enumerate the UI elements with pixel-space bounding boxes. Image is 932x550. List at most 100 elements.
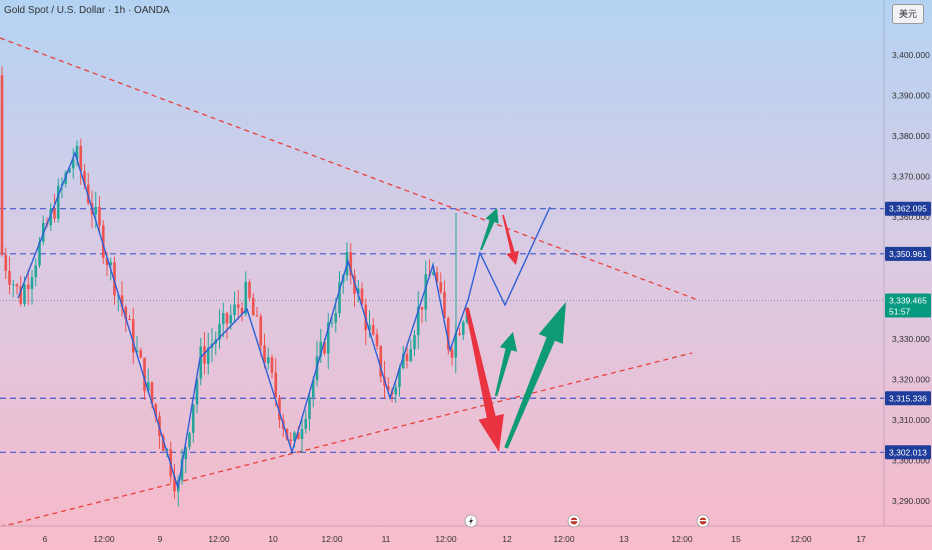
candle-body: [296, 432, 300, 439]
x-tick-label: 12: [502, 534, 512, 544]
candle-body: [394, 387, 398, 395]
x-tick-label: 12:00: [93, 534, 115, 544]
x-tick-label: 15: [731, 534, 741, 544]
y-tick-label: 3,310.000: [892, 415, 930, 425]
candle-body: [128, 318, 131, 320]
candle-body: [23, 284, 26, 304]
candle-body: [330, 322, 334, 324]
price-level-label: 3,350.961: [889, 249, 927, 259]
arrow-up-large: [504, 302, 566, 449]
candle-body: [450, 349, 454, 358]
candle-body: [233, 304, 236, 316]
candle-body: [240, 307, 244, 314]
candle-body: [251, 297, 255, 316]
x-tick-label: 13: [619, 534, 629, 544]
candle-body: [229, 315, 233, 324]
currency-button[interactable]: 美元: [892, 4, 924, 24]
x-tick-label: 6: [43, 534, 48, 544]
y-tick-label: 3,390.000: [892, 91, 930, 101]
candle-body: [326, 322, 330, 354]
candle-body: [431, 272, 435, 275]
x-tick-label: 10: [268, 534, 278, 544]
candle-body: [19, 286, 23, 304]
candle-body: [180, 459, 184, 481]
candle-body: [248, 282, 251, 298]
candle-body: [109, 262, 113, 265]
candle-body: [135, 350, 139, 353]
y-tick-label: 3,370.000: [892, 172, 930, 182]
candle-body: [191, 404, 195, 433]
flag-stripe: [570, 520, 578, 522]
candle-body: [154, 404, 158, 417]
candle-body: [300, 428, 304, 439]
candle-body: [334, 313, 338, 323]
price-level-label: 3,362.095: [889, 204, 927, 214]
candle-body: [26, 284, 30, 290]
candle-body: [311, 380, 315, 398]
candle-body: [443, 291, 446, 319]
lower-trend-line: [0, 352, 693, 528]
candle-body: [308, 397, 311, 419]
candle-body: [338, 282, 341, 314]
candle-body: [221, 313, 225, 325]
candle-body: [34, 265, 38, 278]
candle-body: [15, 284, 19, 287]
last-price-label: 3,339.465: [889, 295, 927, 305]
candle-body: [53, 208, 56, 219]
candle-body: [255, 315, 259, 317]
candle-body: [0, 75, 4, 255]
upper-trend-line: [0, 37, 699, 301]
candle-body: [120, 295, 124, 308]
y-tick-label: 3,360.000: [892, 212, 930, 222]
candle-body: [458, 333, 461, 335]
candle-body: [266, 357, 270, 364]
candle-body: [225, 313, 229, 324]
candle-body: [289, 439, 293, 442]
candle-body: [206, 347, 210, 364]
x-tick-label: 17: [856, 534, 866, 544]
price-level-tag: [885, 201, 931, 216]
candle-body: [124, 307, 128, 319]
candle-body: [218, 324, 221, 340]
candle-body: [270, 357, 274, 373]
candle-body: [323, 341, 326, 354]
candle-body: [188, 432, 191, 448]
x-tick-label: 12:00: [208, 534, 230, 544]
candle-body: [139, 350, 143, 358]
candle-body: [199, 346, 203, 379]
flag-stripe: [699, 520, 707, 522]
candle-body: [98, 206, 101, 226]
arrow-up-medium: [494, 332, 518, 397]
candle-body: [101, 225, 105, 259]
candle-body: [356, 288, 360, 294]
candle-body: [68, 168, 71, 173]
candle-body: [439, 282, 443, 292]
candle-body: [236, 304, 240, 308]
y-tick-label: 3,320.000: [892, 374, 930, 384]
y-tick-label: 3,400.000: [892, 50, 930, 60]
candle-body: [203, 346, 206, 364]
candle-body: [416, 306, 420, 336]
candle-body: [371, 325, 375, 335]
arrow-down-large: [465, 307, 504, 452]
candle-body: [195, 378, 199, 405]
price-level-tag: [885, 391, 931, 406]
y-tick-label: 3,380.000: [892, 131, 930, 141]
x-tick-label: 12:00: [321, 534, 343, 544]
candle-body: [375, 334, 379, 346]
x-tick-label: 11: [382, 534, 391, 544]
symbol-title: Gold Spot / U.S. Dollar · 1h · OANDA: [4, 5, 170, 16]
y-tick-label: 3,290.000: [892, 496, 930, 506]
candle-body: [274, 372, 278, 398]
candle-body: [259, 316, 263, 346]
last-price-tag: [885, 293, 931, 318]
arrow-up-small: [480, 208, 499, 251]
candle-body: [38, 241, 41, 266]
candle-body: [424, 274, 428, 310]
candle-body: [150, 382, 154, 405]
candle-body: [353, 275, 356, 294]
candle-body: [4, 254, 8, 271]
candle-body: [461, 322, 465, 335]
time-axis-band: [0, 526, 932, 550]
